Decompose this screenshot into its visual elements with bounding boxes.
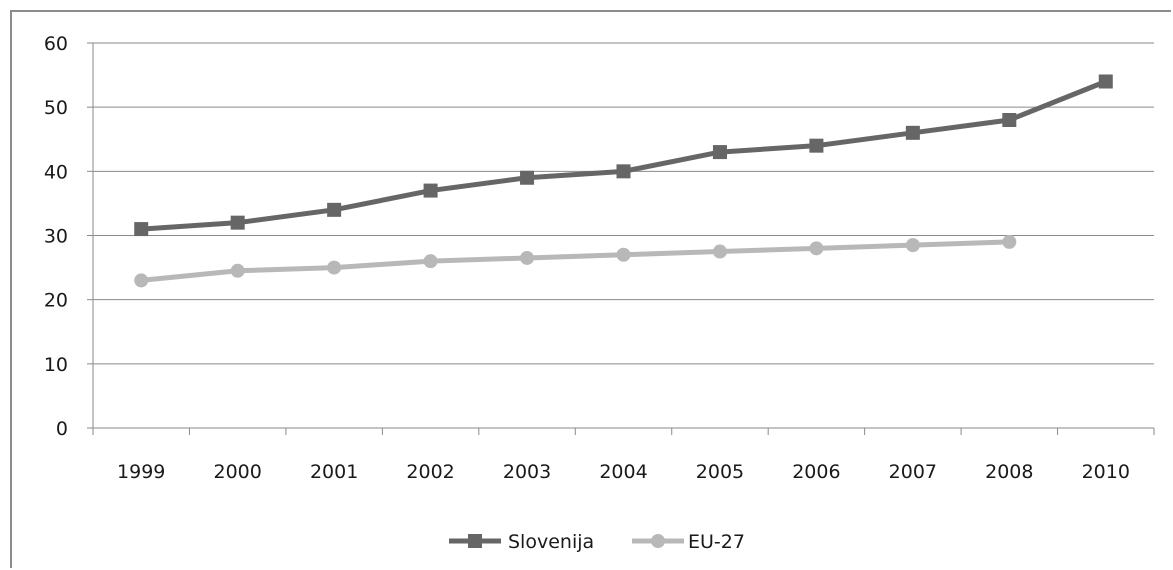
data-point [712,145,727,160]
data-point [520,250,535,265]
legend-marker [651,534,665,548]
x-tick-label: 1999 [117,461,165,483]
data-point [1002,234,1017,249]
data-point [134,222,149,237]
series-line [141,79,1107,232]
data-point [1098,74,1113,89]
y-tick-labels: 0 10 20 30 40 50 60 [44,33,68,440]
x-tick-label: 2006 [792,461,840,483]
data-point [616,164,631,179]
data-point [230,263,245,278]
legend-entry: Slovenija [449,531,594,553]
series-eu-27 [134,234,1017,288]
y-tick-label: 30 [44,226,68,248]
x-tick-label: 2010 [1082,461,1130,483]
legend-entry: EU-27 [632,531,745,553]
data-point [134,273,149,288]
y-tick-label: 0 [56,418,68,440]
y-tick-label: 40 [44,161,68,183]
x-tick-label: 2003 [503,461,551,483]
x-tick-label: 2008 [985,461,1033,483]
data-point [712,244,727,259]
x-tick-label: 2005 [696,461,744,483]
legend-label: EU-27 [688,531,745,553]
x-tick-label: 2002 [406,461,454,483]
x-tick-label: 2007 [889,461,937,483]
data-point [809,241,824,256]
data-point [423,183,438,198]
chart-frame [10,10,1171,568]
x-tick-label: 2001 [310,461,358,483]
x-tick-label: 2000 [214,461,262,483]
y-tick-label: 20 [44,290,68,312]
data-point [616,247,631,262]
data-point [327,260,342,275]
series-slovenija [134,74,1113,237]
data-point [809,138,824,153]
series-group [134,74,1113,288]
data-point [1002,113,1017,127]
y-tick-label: 60 [44,33,68,55]
data-point [423,254,438,269]
axes [87,42,1155,435]
x-tick-labels: 1999 2000 2001 2002 2003 2004 2005 2006 2007 2008… [117,461,1130,483]
gridlines [93,42,1154,365]
legend-label: Slovenija [508,531,594,553]
data-point [905,125,920,140]
data-point [520,170,535,185]
y-tick-label: 50 [44,97,68,119]
x-tick-label: 2004 [599,461,647,483]
legend-marker [468,534,482,548]
data-point [327,202,342,217]
data-point [905,238,920,253]
y-tick-label: 10 [44,354,68,376]
series-line [140,239,1010,283]
legend: Slovenija EU-27 [449,531,745,553]
data-point [230,215,245,230]
